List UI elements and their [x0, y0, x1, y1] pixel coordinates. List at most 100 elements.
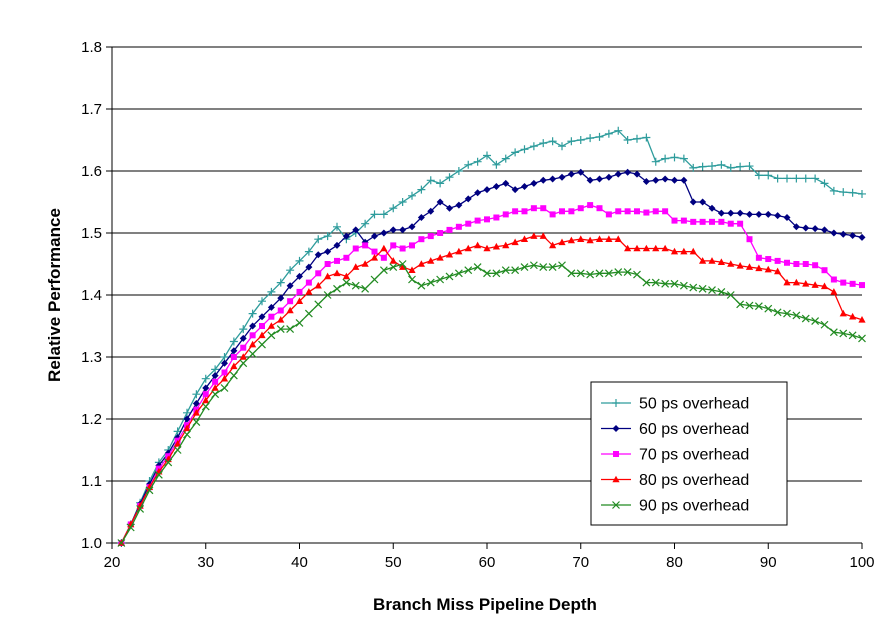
data-point — [239, 325, 248, 334]
data-point — [754, 302, 763, 311]
data-point — [624, 208, 631, 215]
data-point — [445, 272, 454, 281]
data-point — [539, 232, 547, 239]
data-point — [792, 174, 801, 183]
data-point — [773, 174, 782, 183]
data-point — [605, 211, 612, 218]
data-point — [792, 311, 801, 320]
data-point — [548, 263, 557, 272]
data-point — [614, 235, 622, 242]
data-point — [774, 257, 781, 264]
data-point — [324, 272, 332, 280]
data-point — [567, 269, 576, 278]
legend-item: 80 ps overhead — [601, 472, 749, 489]
data-point — [548, 137, 557, 146]
data-point — [436, 198, 444, 206]
data-point — [221, 369, 228, 376]
data-point — [849, 312, 857, 320]
data-point — [642, 278, 651, 287]
data-point — [539, 263, 548, 272]
data-point — [521, 183, 528, 190]
data-point — [305, 288, 313, 295]
data-point — [820, 282, 829, 290]
data-point — [380, 244, 388, 252]
data-point — [323, 232, 332, 241]
data-point — [465, 220, 472, 227]
data-point — [201, 402, 210, 411]
data-point — [248, 309, 257, 318]
data-point — [230, 347, 238, 355]
data-point — [286, 306, 294, 314]
data-point — [192, 400, 200, 407]
data-point — [370, 210, 379, 219]
data-point — [595, 132, 604, 141]
data-point — [661, 279, 670, 288]
data-point — [849, 231, 857, 239]
data-point — [342, 232, 350, 240]
data-point — [511, 148, 520, 157]
data-point — [549, 175, 557, 183]
data-point — [511, 266, 520, 275]
data-point — [764, 171, 773, 180]
legend-item: 70 ps overhead — [601, 447, 749, 464]
data-point — [539, 176, 547, 184]
data-point — [529, 142, 538, 151]
data-point — [605, 235, 613, 242]
data-point — [586, 134, 595, 143]
data-point — [726, 163, 735, 172]
data-point — [192, 418, 201, 427]
data-point — [229, 337, 238, 346]
data-point — [858, 233, 866, 241]
data-point — [484, 216, 490, 223]
data-point — [614, 170, 622, 178]
data-point — [239, 359, 248, 368]
data-point — [680, 176, 688, 184]
data-point — [737, 220, 744, 227]
data-point — [586, 236, 594, 244]
data-point — [783, 214, 791, 221]
data-point — [586, 270, 595, 279]
data-point — [268, 313, 275, 320]
data-point — [464, 195, 472, 203]
data-point — [661, 244, 669, 252]
data-point — [783, 309, 791, 318]
data-point — [427, 257, 435, 264]
data-point — [633, 134, 641, 143]
data-point — [539, 139, 548, 148]
data-point — [623, 136, 632, 144]
data-point — [277, 307, 284, 314]
data-point — [540, 205, 547, 212]
data-point — [287, 298, 294, 305]
data-point — [258, 340, 266, 349]
data-point — [839, 230, 847, 238]
data-point — [305, 279, 312, 286]
data-point — [670, 153, 679, 162]
data-point — [784, 259, 790, 266]
data-point — [717, 287, 726, 296]
data-point — [212, 378, 219, 385]
data-point — [474, 241, 482, 249]
legend-label: 70 ps overhead — [639, 447, 749, 464]
data-point — [314, 300, 323, 309]
data-point — [699, 257, 707, 264]
data-point — [754, 171, 763, 180]
data-point — [304, 309, 313, 318]
data-point — [680, 217, 687, 224]
data-point — [202, 396, 210, 404]
data-point — [211, 365, 220, 374]
data-point — [604, 269, 613, 278]
y-tick-label: 1.0 — [81, 535, 102, 552]
data-point — [726, 291, 735, 299]
data-point — [642, 178, 650, 186]
data-point — [689, 198, 697, 206]
data-point — [820, 320, 829, 329]
legend-item: 50 ps overhead — [601, 396, 749, 413]
data-point — [408, 223, 416, 231]
legend-swatch-marker — [612, 399, 620, 407]
data-point — [708, 286, 716, 294]
data-point — [577, 205, 584, 212]
data-point — [651, 278, 660, 287]
series-5 — [117, 260, 866, 547]
data-point — [586, 176, 594, 184]
data-point — [549, 241, 557, 249]
